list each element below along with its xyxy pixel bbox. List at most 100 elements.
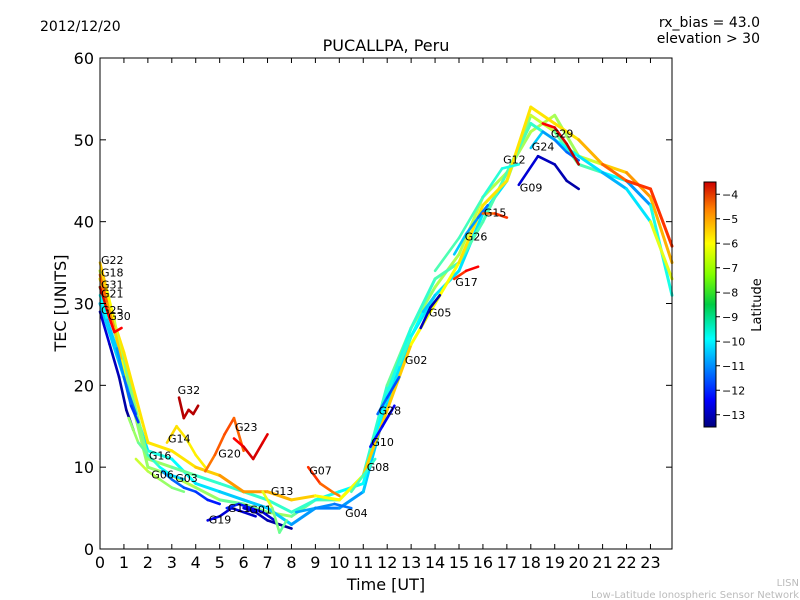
trend-main-trend-1-segment-7 [266,510,293,518]
trend-main-trend-4-segment-8 [290,494,317,502]
trend-main-trend-4-segment-18 [529,105,557,125]
trend-main-trend-4-segment-9 [313,494,341,502]
series-g30-segment-3 [129,404,140,424]
x-axis-label: Time [UT] [346,575,425,594]
series-g04-segment-0 [294,506,317,514]
colorbar-tick-label-2: −6 [722,237,738,250]
series-label-g31: G31 [101,279,124,292]
series-g04-segment-2 [333,502,353,510]
series-g07-segment-1 [318,482,334,494]
series-label-g19: G19 [209,514,232,527]
series-g01-segment-3 [278,523,293,530]
y-tick-label-40: 40 [74,213,94,232]
series-g10-segment-1 [381,404,396,428]
trend-main-trend-1-segment-23 [649,195,674,265]
series-g03-segment-4 [206,498,221,506]
x-tick-label-16: 16 [473,553,493,572]
series-g03-segment-2 [182,486,197,494]
series-g24-segment-1 [541,130,557,142]
series-label-g24: G24 [532,140,555,153]
x-tick-label-11: 11 [353,553,373,572]
series-g14-segment-3 [194,453,207,469]
series-g02-segment-2 [421,293,437,314]
series-g08-segment-0 [349,474,365,494]
x-tick-label-4: 4 [191,553,201,572]
colorbar-tick-label-8: −12 [722,384,745,397]
x-tick-label-21: 21 [592,553,612,572]
series-g17-segment-0 [452,269,468,281]
series-g06-segment-1 [146,469,162,481]
series-g01-segment-0 [242,506,257,514]
x-tick-label-2: 2 [143,553,153,572]
series-label-g02: G02 [405,354,428,367]
series-g11-segment-3 [261,510,277,522]
series-g20-segment-1 [213,433,226,457]
trend-main-trend-3-segment-1 [122,359,150,461]
trend-main-trend-3-segment-22 [625,187,652,224]
series-g32-segment-3 [192,404,200,416]
series-label-g09: G09 [520,181,543,194]
trend-main-trend-4-segment-22 [625,179,652,191]
series-g12-segment-0 [433,236,461,273]
x-tick-label-0: 0 [95,553,105,572]
series-label-g18: G18 [101,266,124,279]
trend-main-trend-1-segment-19 [553,113,581,158]
y-tick-label-20: 20 [74,376,94,395]
series-g23-segment-0 [232,437,245,449]
series-g28-segment-1 [385,375,401,399]
footer-org: LISN [777,578,799,589]
series-g16-segment-3 [158,465,174,477]
series-g09-segment-1 [536,154,557,166]
series-g03-segment-3 [194,490,209,502]
colorbar-tick-label-6: −10 [722,335,745,348]
trend-main-trend-4-segment-17 [505,105,533,183]
colorbar-tick-label-0: −4 [722,188,738,201]
series-g13-segment-0 [261,490,274,510]
trend-main-trend-4-segment-2 [146,441,174,453]
series-g19-segment-2 [230,506,245,514]
x-tick-label-6: 6 [239,553,249,572]
colorbar-tick-label-9: −13 [722,409,745,422]
series-label-g28: G28 [379,405,402,418]
series-g13-segment-1 [270,506,281,534]
colorbar-ticks: −4 −5 −6 −7 −8 −9 −10 −11 −12 −13 [716,188,745,422]
y-axis-label: TEC [UNITS] [51,255,70,353]
series-g07-segment-2 [330,490,341,498]
trend-main-trend-2-segment-7 [266,506,293,526]
trend-main-trend-3-segment-3 [170,465,198,477]
series-label-g17: G17 [455,276,478,289]
y-tick-label-50: 50 [74,131,94,150]
trend-main-trend-3-segment-14 [433,261,461,281]
y-tick-label-0: 0 [84,540,94,559]
trend-main-trend-4-segment-16 [481,179,509,207]
series-label-g08: G08 [367,461,390,474]
series-g18-segment-0 [98,273,109,305]
series-g05-segment-0 [419,306,432,330]
series-label-g20: G20 [218,447,241,460]
series-g07-segment-0 [306,465,322,485]
trend-main-trend-3-segment-12 [385,326,413,395]
series-g18-segment-1 [105,302,116,330]
series-g24-segment-0 [529,130,545,150]
series-label-g30: G30 [108,310,131,323]
x-tick-label-15: 15 [449,553,469,572]
series-g12-segment-1 [457,195,485,240]
x-tick-label-20: 20 [568,553,588,572]
series-g19-segment-1 [218,506,233,518]
series-g15-segment-1 [493,212,509,219]
trend-main-trend-4-segment-5 [218,473,246,494]
trend-main-trend-4-segment-7 [266,490,293,502]
trend-main-trend-4-segment-21 [601,162,628,183]
series-g14-segment-0 [165,424,178,444]
x-tick-label-19: 19 [545,553,565,572]
trend-main-trend-2-segment-4 [194,482,222,494]
trend-main-trend-4-segment-20 [577,138,605,166]
trend-main-trend-3-segment-7 [266,498,293,514]
series-g11-segment-0 [225,502,241,510]
series-g25-segment-1 [108,343,121,379]
series-g29-segment-1 [553,126,569,146]
series-g09-segment-3 [565,179,581,191]
x-tick-label-13: 13 [401,553,421,572]
